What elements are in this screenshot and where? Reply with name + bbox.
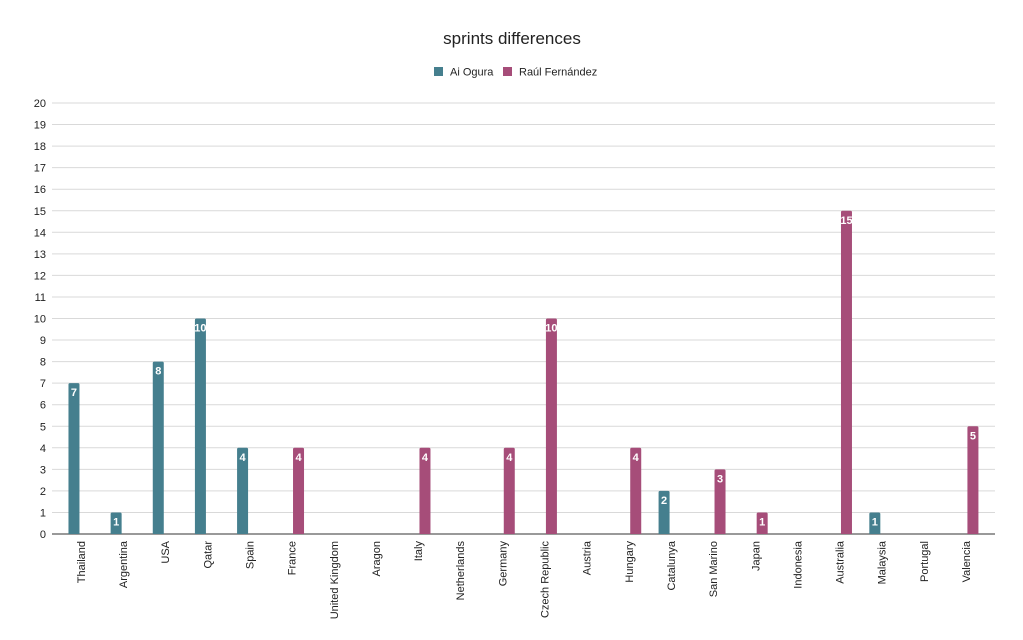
y-tick-label: 20 — [34, 98, 46, 110]
y-tick-label: 3 — [40, 464, 46, 476]
x-tick-label: Indonesia — [792, 540, 804, 589]
data-label: 1 — [759, 516, 765, 528]
y-tick-label: 10 — [34, 314, 46, 326]
data-label: 3 — [717, 473, 723, 485]
y-tick-label: 5 — [40, 421, 46, 433]
data-label: 5 — [970, 430, 976, 442]
chart-title: sprints differences — [443, 29, 581, 48]
bar — [194, 318, 206, 534]
gridlines — [52, 102, 995, 535]
x-tick-label: Hungary — [624, 541, 636, 583]
bar — [503, 447, 515, 534]
y-tick-label: 17 — [34, 163, 46, 175]
y-tick-label: 8 — [40, 357, 46, 369]
x-tick-label: Austria — [582, 540, 594, 575]
y-tick-label: 16 — [34, 184, 46, 196]
bar — [545, 318, 557, 534]
x-tick-label: Japan — [750, 541, 762, 571]
data-label: 15 — [840, 215, 852, 227]
x-tick-label: Argentina — [118, 540, 130, 588]
y-tick-label: 12 — [34, 270, 46, 282]
x-tick-label: Germany — [497, 541, 509, 587]
x-tick-label: Qatar — [202, 541, 214, 569]
bar — [840, 210, 852, 534]
x-tick-label: Australia — [835, 540, 847, 584]
x-tick-label: Italy — [413, 541, 425, 562]
bar — [714, 469, 726, 534]
data-label: 4 — [295, 452, 302, 464]
data-label: 4 — [633, 452, 640, 464]
bar — [152, 361, 164, 534]
bar — [110, 512, 122, 534]
x-axis-labels: Thailand Argentina USA Qatar Spain France Unit… — [76, 540, 973, 619]
legend-swatch — [503, 67, 512, 76]
x-tick-label: United Kingdom — [329, 541, 341, 619]
x-tick-label: Portugal — [919, 541, 931, 582]
bar — [293, 447, 305, 534]
y-tick-label: 4 — [40, 443, 46, 455]
data-label: 10 — [194, 323, 206, 335]
y-tick-label: 19 — [34, 120, 46, 132]
y-tick-label: 18 — [34, 141, 46, 153]
legend-label: Raúl Fernández — [519, 67, 597, 79]
x-tick-label: USA — [160, 540, 172, 563]
y-tick-label: 15 — [34, 206, 46, 218]
legend: Ai Ogura Raúl Fernández — [434, 67, 597, 79]
x-tick-label: Spain — [244, 541, 256, 569]
bar — [967, 426, 979, 534]
x-tick-label: San Marino — [708, 541, 720, 597]
legend-label: Ai Ogura — [450, 67, 494, 79]
y-tick-label: 9 — [40, 335, 46, 347]
y-tick-label: 1 — [40, 507, 46, 519]
data-label: 1 — [113, 516, 119, 528]
bar — [630, 447, 642, 534]
data-label: 8 — [155, 366, 161, 378]
bars: 7 1 8 10 4 2 1 4 4 4 10 4 3 1 15 5 — [68, 210, 979, 534]
bar — [658, 490, 670, 534]
bar — [869, 512, 881, 534]
y-tick-label: 14 — [34, 227, 46, 239]
y-tick-label: 13 — [34, 249, 46, 261]
y-tick-label: 2 — [40, 486, 46, 498]
bar — [756, 512, 768, 534]
data-label: 4 — [422, 452, 429, 464]
y-tick-label: 6 — [40, 400, 46, 412]
data-label: 4 — [240, 452, 247, 464]
y-tick-label: 0 — [40, 529, 46, 541]
x-tick-label: Valencia — [961, 540, 973, 582]
bar — [419, 447, 431, 534]
data-label: 2 — [661, 495, 667, 507]
x-tick-label: Malaysia — [877, 540, 889, 584]
bar — [68, 383, 80, 534]
data-label: 10 — [545, 323, 557, 335]
x-tick-label: Czech Republic — [540, 541, 552, 619]
data-label: 7 — [71, 387, 77, 399]
x-tick-label: Aragon — [371, 541, 383, 576]
legend-swatch — [434, 67, 443, 76]
x-tick-label: France — [287, 541, 299, 575]
x-tick-label: Catalunya — [666, 540, 678, 590]
y-tick-label: 7 — [40, 378, 46, 390]
data-label: 4 — [506, 452, 513, 464]
y-tick-label: 11 — [35, 292, 46, 304]
x-tick-label: Thailand — [76, 541, 88, 583]
bar — [237, 447, 249, 534]
data-label: 1 — [872, 516, 878, 528]
x-tick-label: Netherlands — [455, 541, 467, 601]
